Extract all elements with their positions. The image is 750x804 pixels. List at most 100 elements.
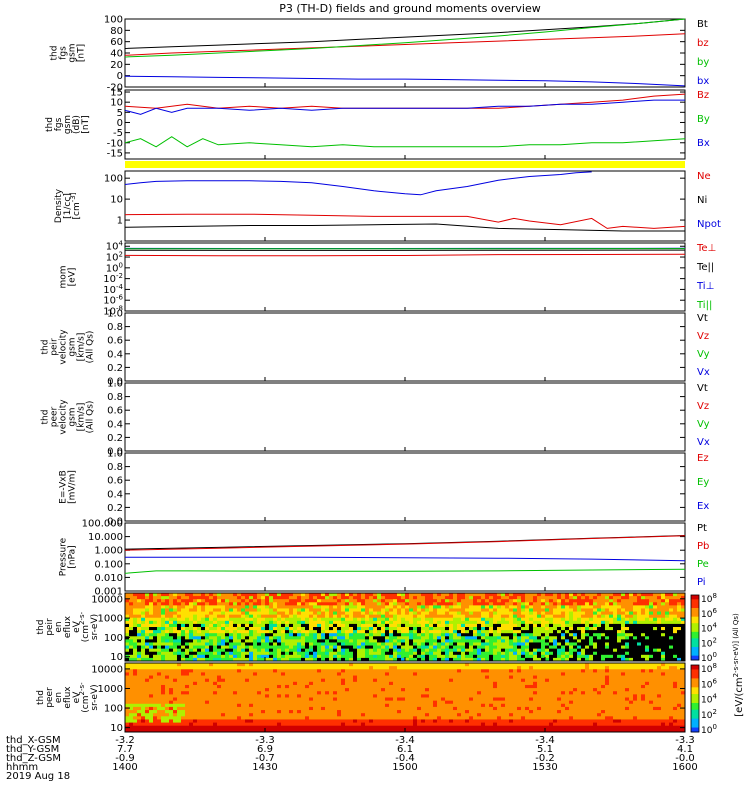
spectrogram-cell [353, 726, 358, 730]
spectrogram-cell [397, 698, 402, 702]
spectrogram-cell [225, 596, 230, 600]
spectrogram-cell [593, 602, 598, 606]
spectrogram-cell [213, 694, 218, 698]
spectrogram-cell [349, 694, 354, 698]
spectrogram-cell [149, 707, 154, 711]
spectrogram-cell [461, 639, 466, 643]
spectrogram-cell [293, 605, 298, 609]
spectrogram-cell [537, 655, 542, 659]
spectrogram-cell [197, 605, 202, 609]
spectrogram-cell [157, 615, 162, 619]
spectrogram-cell [425, 636, 430, 640]
spectrogram-cell [137, 688, 142, 692]
spectrogram-cell [277, 682, 282, 686]
spectrogram-cell [329, 710, 334, 714]
spectrogram-cell [433, 621, 438, 625]
spectrogram-cell [321, 599, 326, 603]
spectrogram-cell [177, 682, 182, 686]
spectrogram-cell [253, 716, 258, 720]
spectrogram-cell [633, 636, 638, 640]
spectrogram-cell [329, 672, 334, 676]
spectrogram-cell [281, 719, 286, 723]
spectrogram-cell [369, 605, 374, 609]
spectrogram-cell [629, 615, 634, 619]
spectrogram-cell [393, 726, 398, 730]
spectrogram-cell [533, 612, 538, 616]
spectrogram-cell [537, 639, 542, 643]
y-tick-label: 80 [110, 26, 123, 37]
spectrogram-cell [661, 633, 666, 637]
spectrogram-cell [177, 707, 182, 711]
spectrogram-cell [245, 612, 250, 616]
spectrogram-cell [221, 646, 226, 650]
spectrogram-cell [541, 602, 546, 606]
spectrogram-cell [485, 652, 490, 656]
spectrogram-cell [433, 633, 438, 637]
spectrogram-cell [173, 676, 178, 680]
spectrogram-cell [209, 605, 214, 609]
spectrogram-cell [281, 596, 286, 600]
spectrogram-cell [285, 666, 290, 670]
spectrogram-cell [293, 596, 298, 600]
spectrogram-cell [193, 710, 198, 714]
spectrogram-cell [129, 627, 134, 631]
spectrogram-cell [265, 726, 270, 730]
spectrogram-cell [285, 633, 290, 637]
spectrogram-cell [641, 627, 646, 631]
spectrogram-cell [289, 710, 294, 714]
spectrogram-cell [149, 615, 154, 619]
spectrogram-cell [161, 642, 166, 646]
spectrogram-cell [581, 599, 586, 603]
spectrogram-cell [277, 679, 282, 683]
spectrogram-cell [337, 694, 342, 698]
spectrogram-cell [129, 669, 134, 673]
spectrogram-cell [325, 596, 330, 600]
spectrogram-cell [609, 624, 614, 628]
spectrogram-cell [665, 636, 670, 640]
spectrogram-cell [205, 688, 210, 692]
spectrogram-cell [217, 713, 222, 717]
spectrogram-cell [169, 593, 174, 597]
spectrogram-cell [297, 602, 302, 606]
spectrogram-cell [677, 593, 682, 597]
spectrogram-cell [677, 621, 682, 625]
y-tick-label: -15 [107, 148, 123, 159]
spectrogram-cell [585, 615, 590, 619]
spectrogram-cell [497, 639, 502, 643]
spectrogram-cell [309, 608, 314, 612]
spectrogram-cell [181, 618, 186, 622]
spectrogram-cell [501, 602, 506, 606]
spectrogram-cell [653, 633, 658, 637]
spectrogram-cell [429, 593, 434, 597]
spectrogram-cell [133, 602, 138, 606]
spectrogram-cell [377, 602, 382, 606]
spectrogram-cell [157, 663, 162, 667]
spectrogram-cell [281, 649, 286, 653]
spectrogram-cell [253, 646, 258, 650]
spectrogram-cell [221, 636, 226, 640]
spectrogram-cell [593, 599, 598, 603]
spectrogram-cell [537, 618, 542, 622]
spectrogram-cell [293, 633, 298, 637]
spectrogram-cell [177, 666, 182, 670]
spectrogram-cell [161, 666, 166, 670]
spectrogram-cell [253, 663, 258, 667]
spectrogram-cell [417, 694, 422, 698]
spectrogram-cell [329, 602, 334, 606]
spectrogram-cell [613, 630, 618, 634]
spectrogram-cell [177, 608, 182, 612]
spectrogram-cell [241, 726, 246, 730]
spectrogram-cell [233, 691, 238, 695]
spectrogram-cell [513, 633, 518, 637]
spectrogram-cell [237, 710, 242, 714]
spectrogram-cell [125, 621, 130, 625]
spectrogram-cell [329, 627, 334, 631]
spectrogram-cell [269, 679, 274, 683]
spectrogram-cell [265, 676, 270, 680]
spectrogram-cell [509, 630, 514, 634]
spectrogram-cell [473, 605, 478, 609]
spectrogram-cell [365, 704, 370, 708]
spectrogram-cell [625, 596, 630, 600]
spectrogram-cell [229, 713, 234, 717]
spectrogram-cell [497, 642, 502, 646]
